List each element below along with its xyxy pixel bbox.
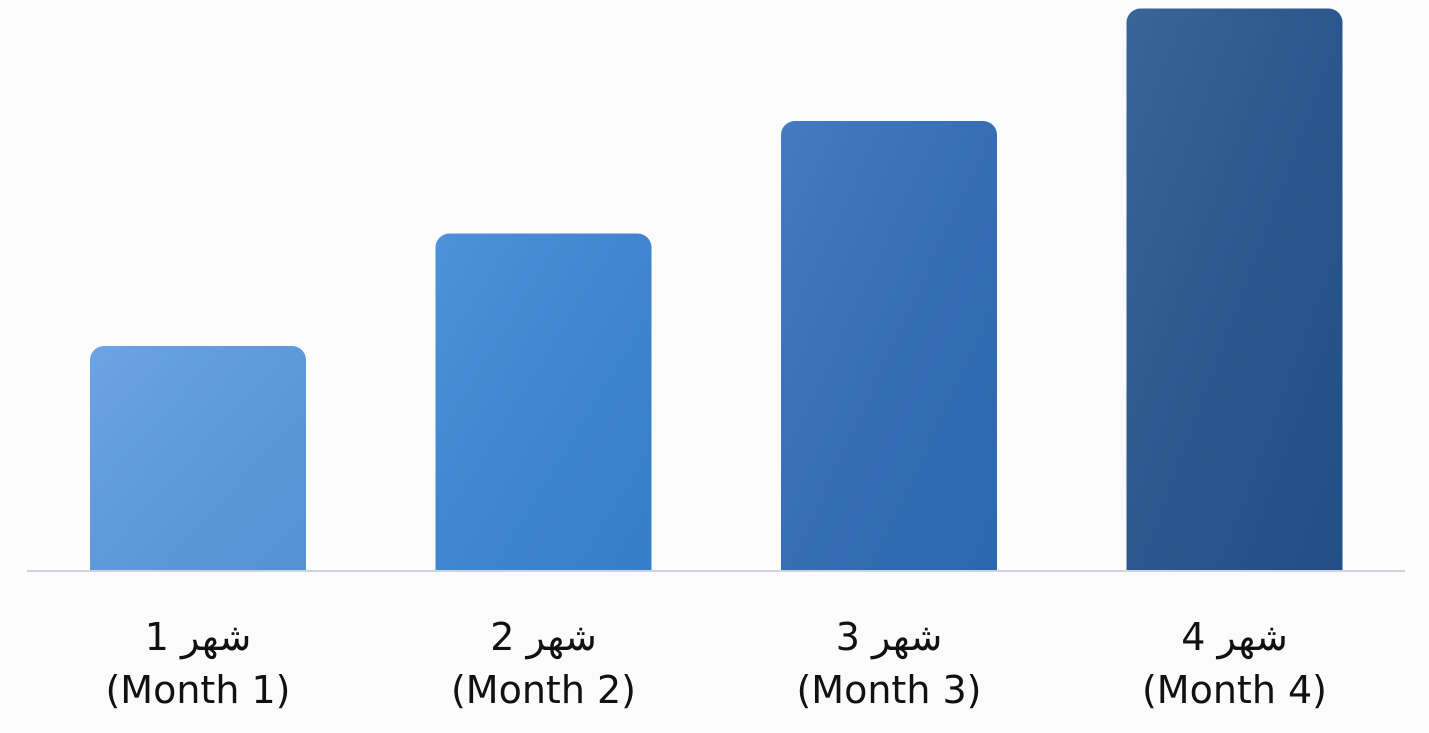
x-tick-label-arabic-2: شهر 2	[490, 615, 597, 660]
x-tick-label-english-4: (Month 4)	[1142, 668, 1327, 712]
bar-1-shade	[90, 346, 306, 585]
bar-2-base-mask	[433, 571, 654, 587]
x-tick-label-arabic-4: شهر 4	[1181, 615, 1288, 660]
x-tick-label-english-3: (Month 3)	[796, 668, 981, 712]
bar-1-base-mask	[88, 571, 308, 587]
bar-3-base-mask	[779, 571, 999, 587]
x-tick-label-arabic-3: شهر 3	[836, 615, 943, 660]
x-tick-label-english-2: (Month 2)	[451, 668, 636, 712]
bar-4-base-mask	[1124, 571, 1345, 587]
category-labels-layer: شهر 1 (Month 1) شهر 2 (Month 2) شهر 3 (Month …	[105, 615, 1327, 712]
x-tick-label-arabic-1: شهر 1	[145, 615, 252, 660]
bar-2-shade	[435, 233, 652, 585]
bar-4-shade	[1126, 8, 1343, 585]
bar-3-shade	[781, 121, 997, 585]
x-tick-label-english-1: (Month 1)	[105, 668, 290, 712]
bars-layer	[88, 8, 1345, 587]
